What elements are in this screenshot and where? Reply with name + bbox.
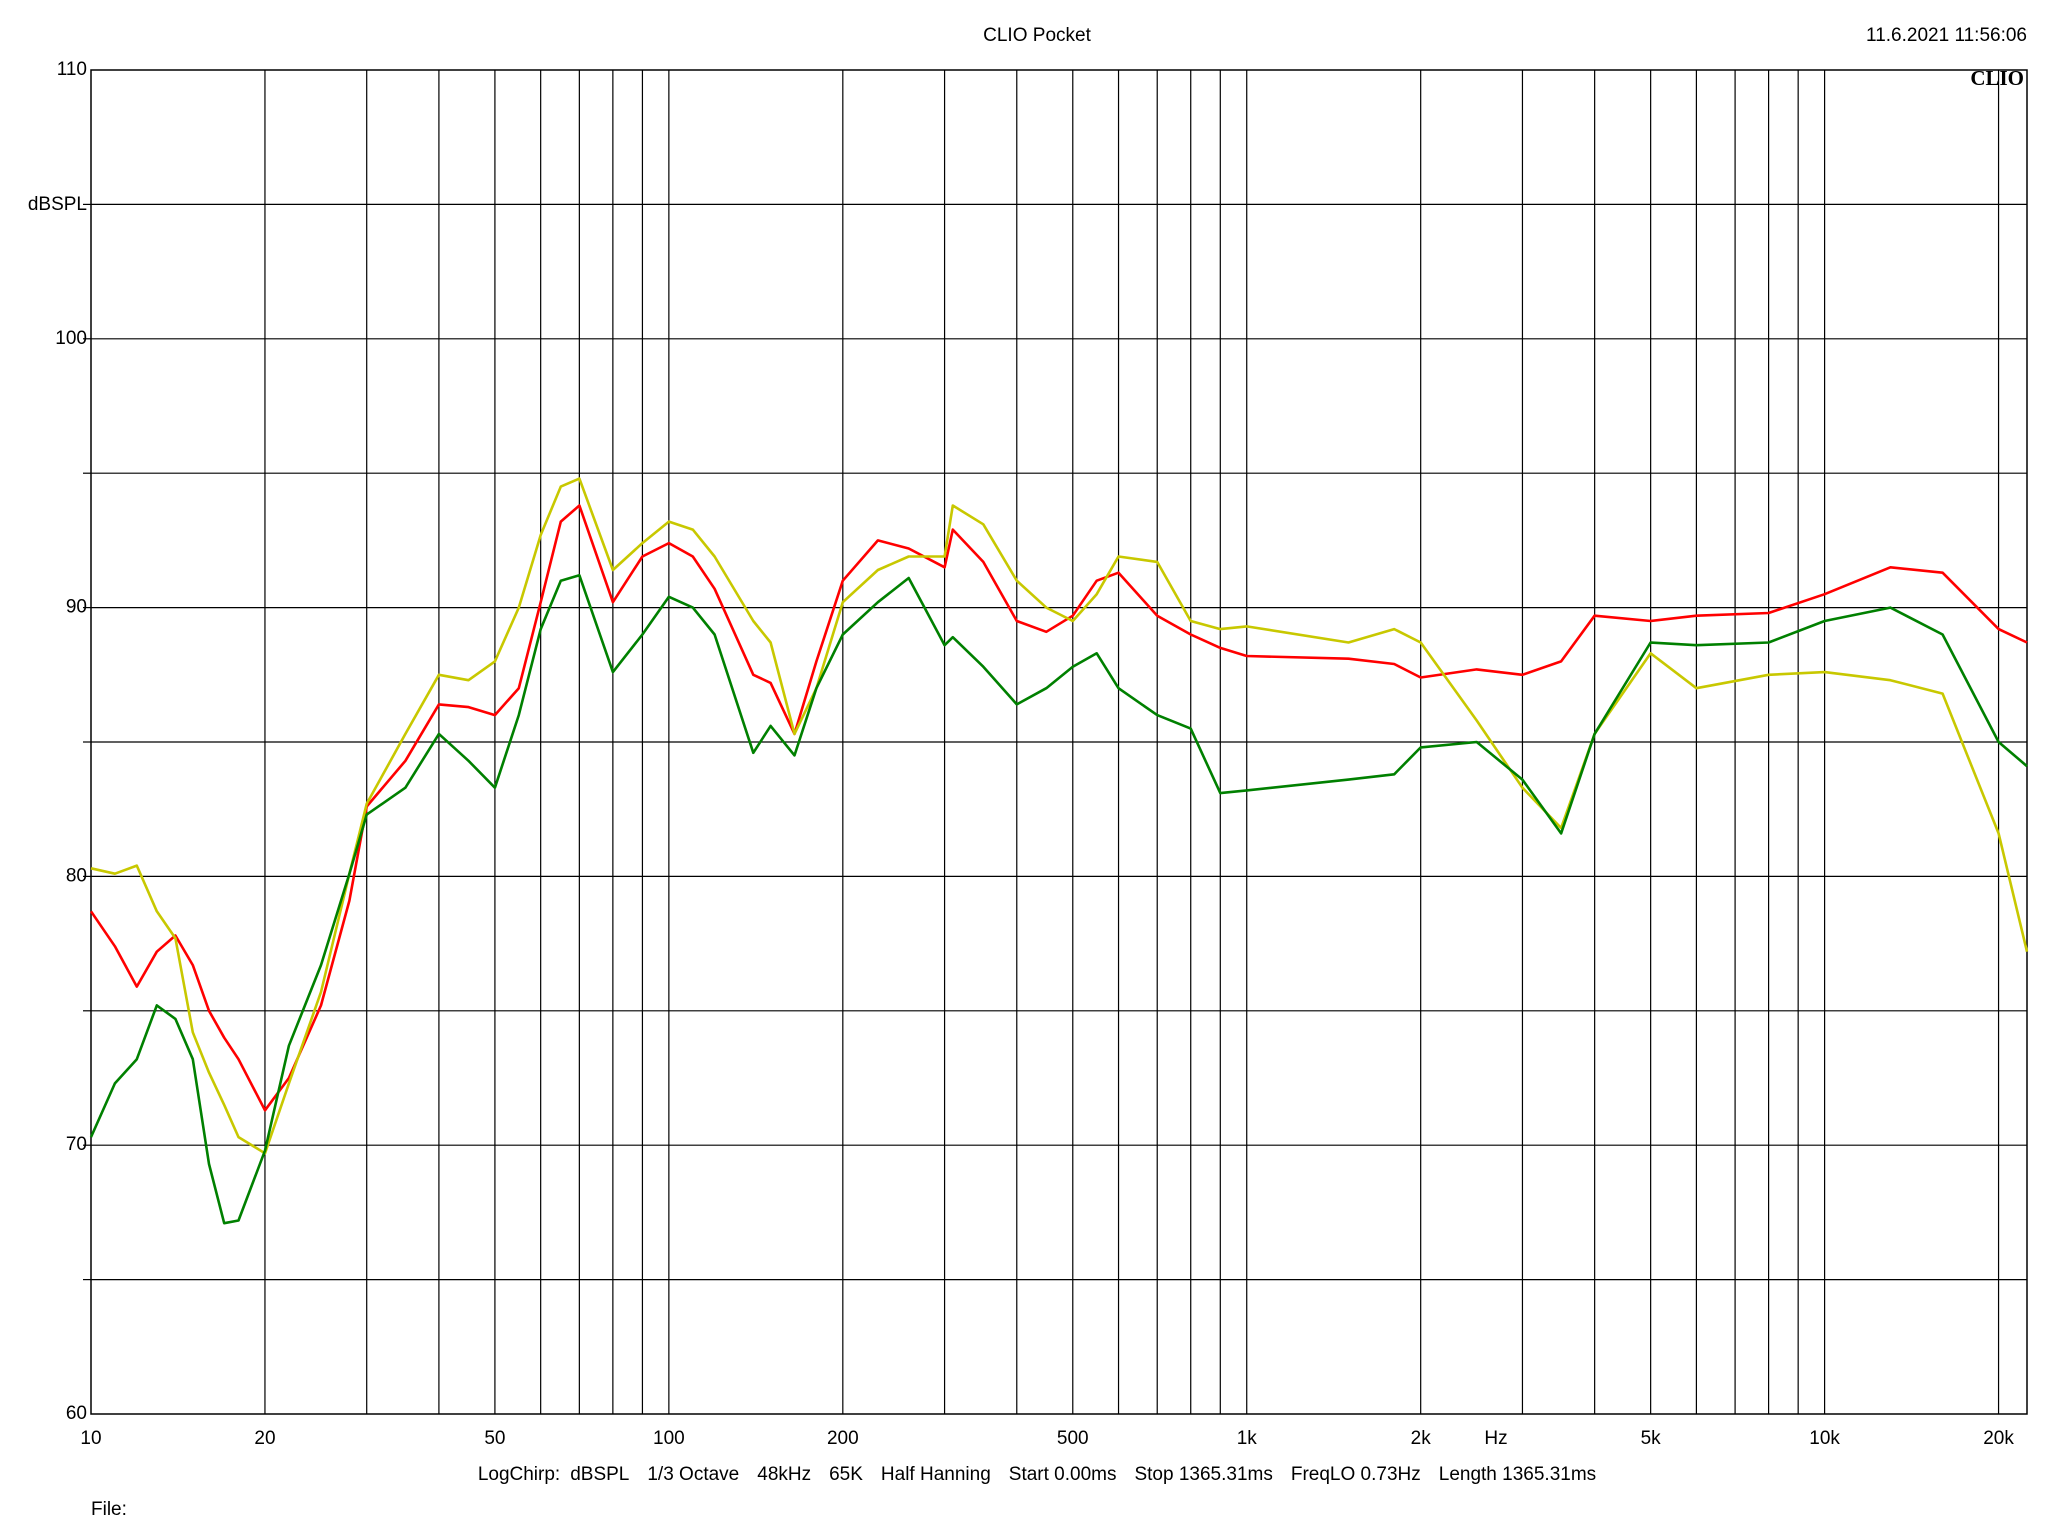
x-tick-label: 1k bbox=[1237, 1428, 1258, 1449]
y-tick-label: 60 bbox=[66, 1403, 87, 1424]
plot-frame bbox=[90, 69, 2028, 1415]
series-line bbox=[89, 574, 2028, 1225]
x-axis-label: Hz bbox=[1484, 1428, 1507, 1449]
footer-item: Half Hanning bbox=[881, 1464, 991, 1485]
footer-item: FreqLO 0.73Hz bbox=[1291, 1464, 1421, 1485]
y-tick-label: 110 bbox=[57, 59, 87, 80]
footer-item: LogChirp: bbox=[478, 1464, 560, 1485]
footer-item: dBSPL bbox=[570, 1464, 629, 1485]
x-tick-label: 500 bbox=[1057, 1428, 1089, 1449]
series-line bbox=[89, 504, 2028, 1112]
footer-item: 1/3 Octave bbox=[647, 1464, 739, 1485]
x-tick-label: 5k bbox=[1641, 1428, 1662, 1449]
x-tick-label: 10k bbox=[1809, 1428, 1840, 1449]
file-label: File: bbox=[91, 1499, 127, 1520]
chart-title: CLIO Pocket bbox=[983, 25, 1091, 46]
footer-item: Length 1365.31ms bbox=[1439, 1464, 1596, 1485]
x-tick-label: 10 bbox=[80, 1428, 101, 1449]
x-tick-label: 100 bbox=[653, 1428, 685, 1449]
y-tick-label: 100 bbox=[55, 328, 87, 349]
footer-item: Start 0.00ms bbox=[1009, 1464, 1117, 1485]
y-tick-label: 70 bbox=[66, 1134, 87, 1155]
x-tick-label: 200 bbox=[827, 1428, 859, 1449]
x-tick-label: 20k bbox=[1983, 1428, 2014, 1449]
y-axis-label: dBSPL bbox=[28, 194, 87, 215]
footer-item: Stop 1365.31ms bbox=[1134, 1464, 1272, 1485]
footer-item: 48kHz bbox=[757, 1464, 811, 1485]
footer: LogChirp: dBSPL 1/3 Octave 48kHz 65K Half Han… bbox=[478, 1464, 1596, 1485]
timestamp: 11.6.2021 11:56:06 bbox=[1866, 25, 2027, 46]
x-tick-label: 20 bbox=[254, 1428, 275, 1449]
series-line bbox=[90, 477, 2029, 1155]
y-tick-label: 80 bbox=[66, 865, 87, 886]
y-tick-label: 90 bbox=[66, 597, 87, 618]
x-tick-label: 2k bbox=[1411, 1428, 1432, 1449]
footer-item: 65K bbox=[829, 1464, 863, 1485]
x-tick-label: 50 bbox=[484, 1428, 505, 1449]
